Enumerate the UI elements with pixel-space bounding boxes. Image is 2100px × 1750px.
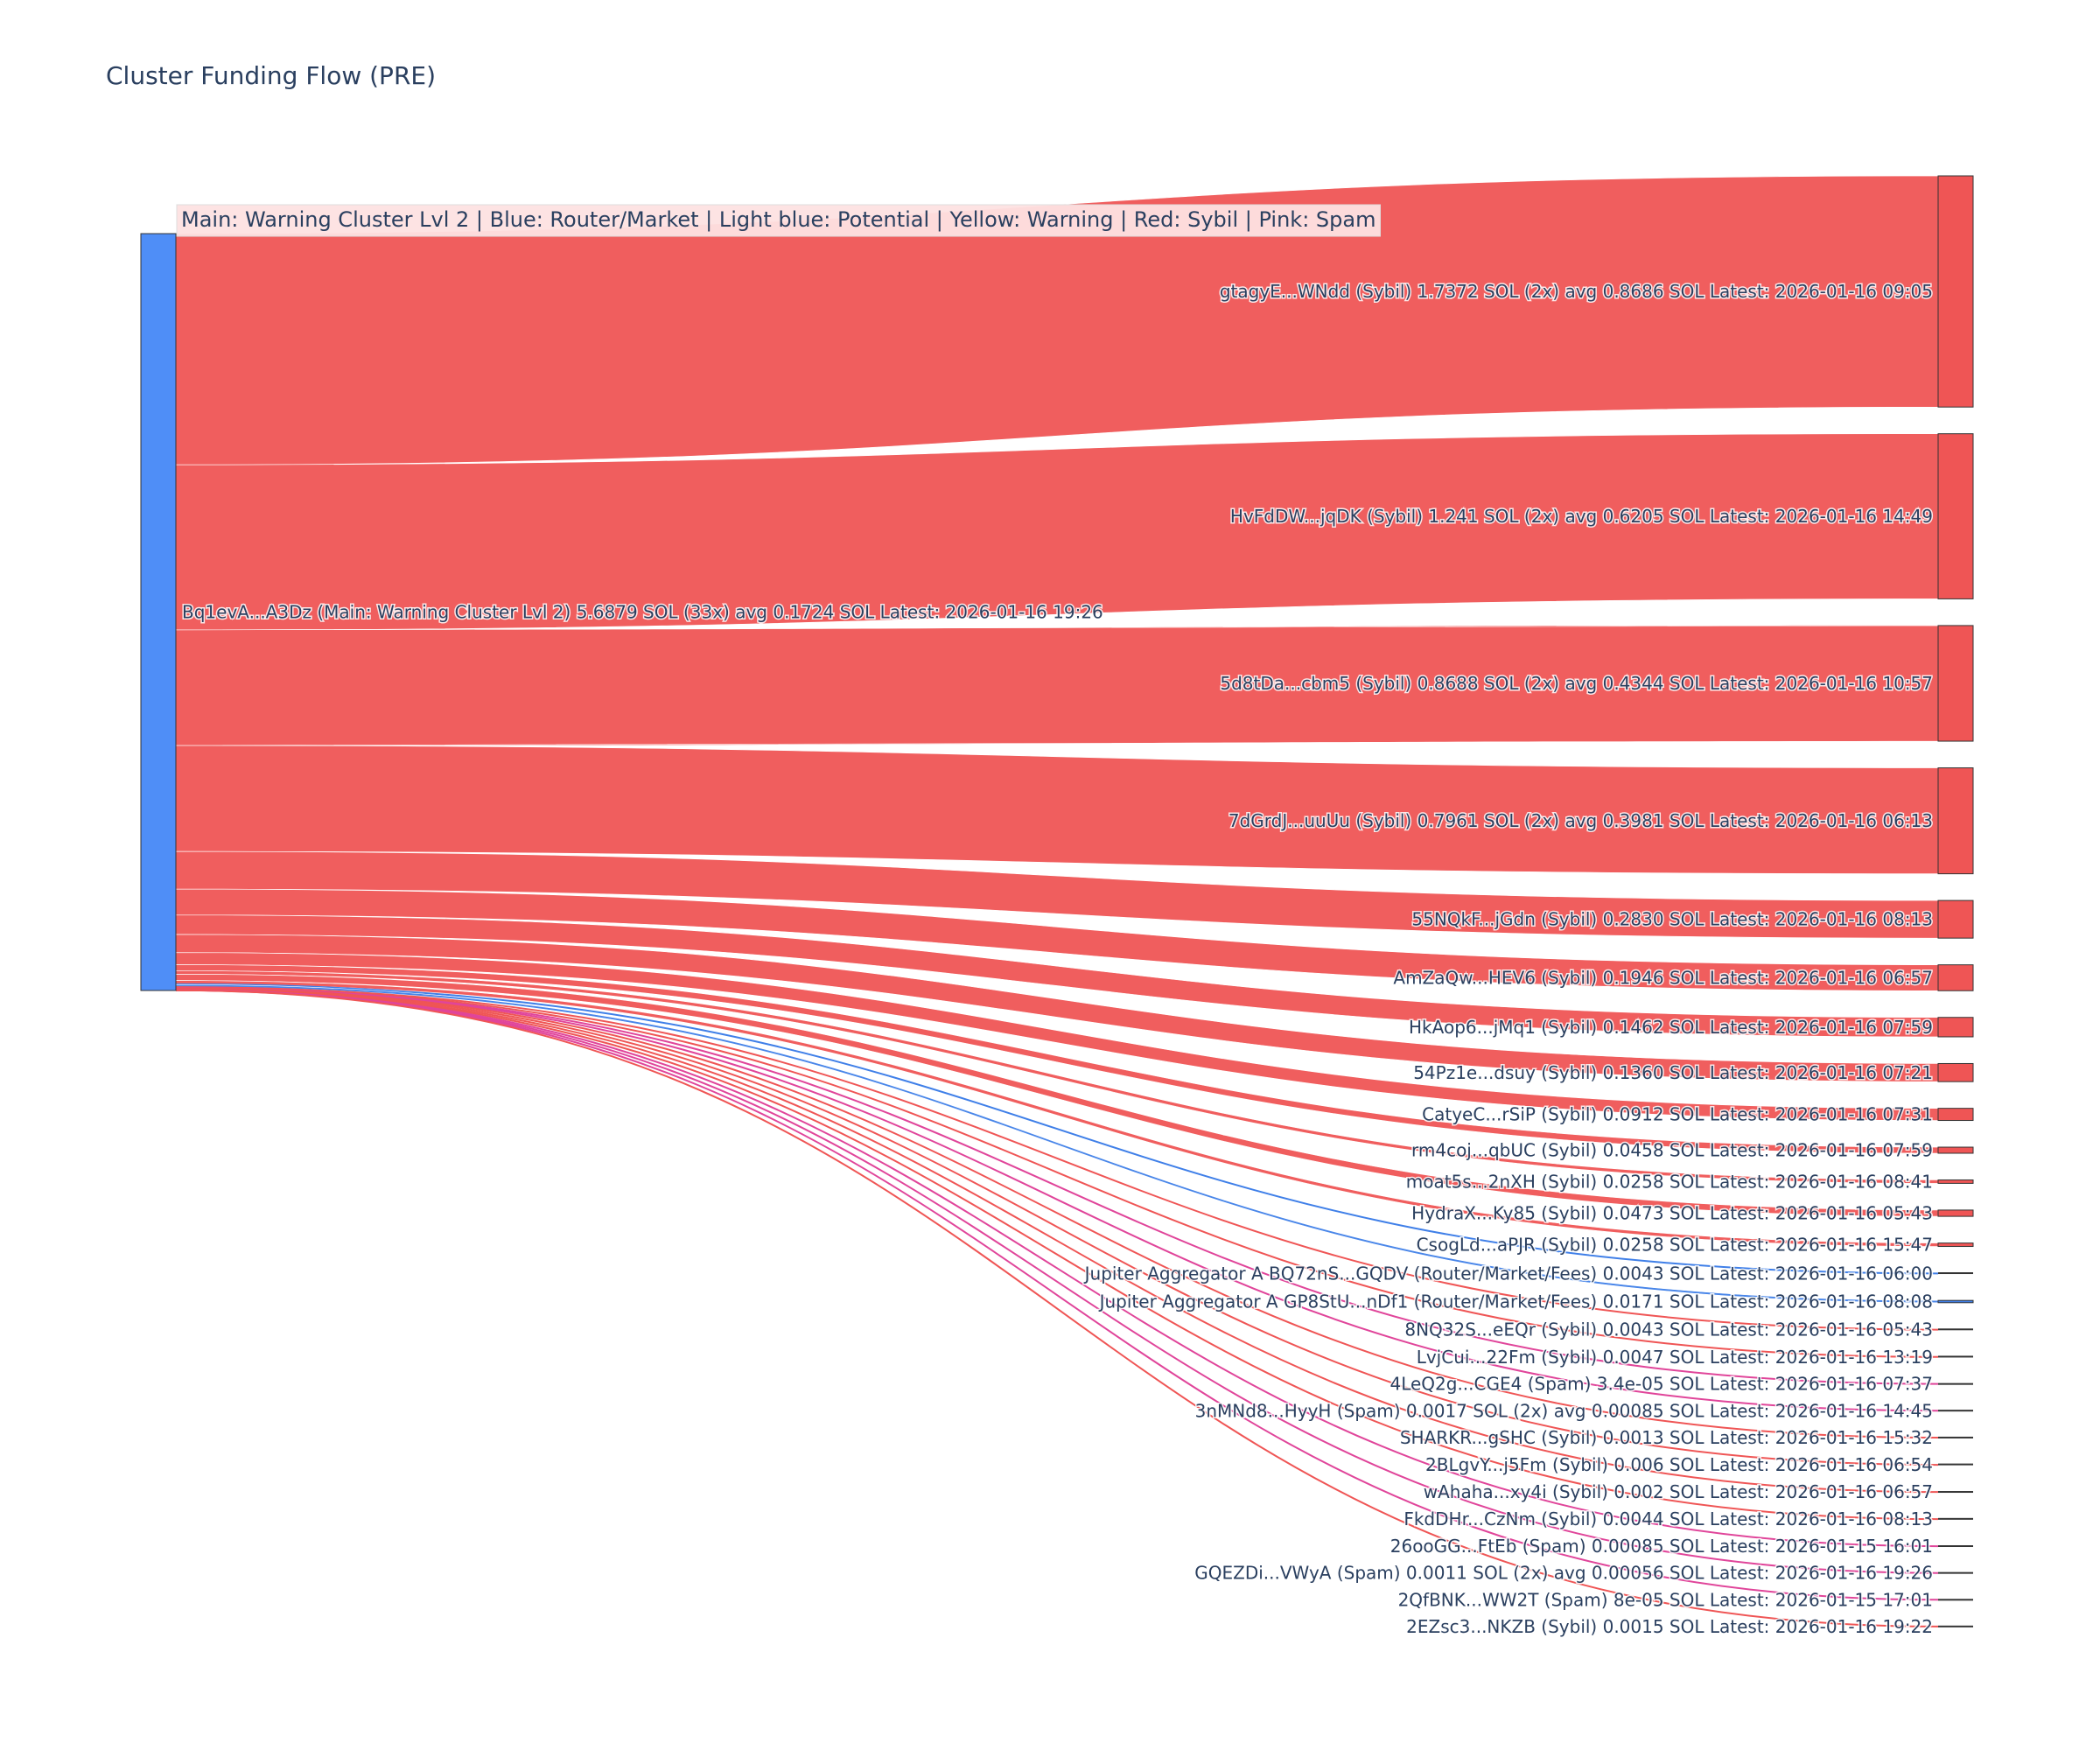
target-node-label: 7dGrdJ...uuUu (Sybil) 0.7961 SOL (2x) av…	[1228, 810, 1933, 831]
target-node-label: FkdDHr...CzNm (Sybil) 0.0044 SOL Latest:…	[1404, 1508, 1933, 1530]
target-node	[1938, 1410, 1973, 1412]
links-layer	[175, 175, 1939, 1628]
flow-link	[175, 987, 1939, 1385]
target-node	[1938, 1572, 1973, 1574]
flow-link	[175, 987, 1939, 1412]
target-node-label: HvFdDW...jqDK (Sybil) 1.241 SOL (2x) avg…	[1230, 506, 1933, 527]
target-node-label: SHARKR...gSHC (Sybil) 0.0013 SOL Latest:…	[1400, 1427, 1933, 1448]
target-node-label: 4LeQ2g...CGE4 (Spam) 3.4e-05 SOL Latest:…	[1390, 1374, 1933, 1395]
target-node-label: wAhaha...xy4i (Sybil) 0.002 SOL Latest: …	[1424, 1481, 1933, 1502]
target-node-label: Jupiter Aggregator A BQ72nS...GQDV (Rout…	[1083, 1263, 1933, 1284]
target-node	[1937, 964, 1974, 991]
target-node	[1938, 1599, 1973, 1601]
target-node	[1938, 1625, 1973, 1628]
target-node	[1937, 625, 1974, 742]
target-node-label: gtagyE...WNdd (Sybil) 1.7372 SOL (2x) av…	[1220, 281, 1933, 302]
target-node	[1938, 1463, 1973, 1466]
target-node	[1938, 1436, 1973, 1438]
target-node-label: CatyeC...rSiP (Sybil) 0.0912 SOL Latest:…	[1422, 1104, 1933, 1125]
nodes-layer	[140, 175, 1974, 1628]
target-node	[1937, 1108, 1974, 1122]
target-node-label: AmZaQw...HEV6 (Sybil) 0.1946 SOL Latest:…	[1393, 967, 1933, 988]
target-node-label: moat5s...2nXH (Sybil) 0.0258 SOL Latest:…	[1406, 1171, 1933, 1192]
target-node	[1937, 900, 1974, 939]
legend-background	[176, 204, 1381, 237]
target-node	[1937, 1242, 1974, 1248]
flow-link	[175, 987, 1939, 1439]
flow-link	[175, 989, 1939, 1628]
flow-link	[175, 986, 1939, 1358]
flow-link	[175, 989, 1939, 1601]
target-node-label: 54Pz1e...dsuy (Sybil) 0.1360 SOL Latest:…	[1413, 1062, 1933, 1083]
target-node	[1938, 1272, 1973, 1275]
target-node	[1937, 1062, 1974, 1082]
target-node-label: 55NQkF...jGdn (Sybil) 0.2830 SOL Latest:…	[1411, 909, 1933, 930]
flow-link	[175, 433, 1939, 631]
target-node-label: GQEZDi...VWyA (Spam) 0.0011 SOL (2x) avg…	[1194, 1563, 1933, 1584]
target-node	[1938, 1517, 1973, 1520]
labels-layer: Bq1evA...A3Dz (Main: Warning Cluster Lvl…	[181, 280, 1935, 1639]
target-node	[1937, 1146, 1974, 1154]
flow-link	[175, 989, 1939, 1521]
target-node	[1937, 1209, 1974, 1217]
target-node-label: rm4coj...qbUC (Sybil) 0.0458 SOL Latest:…	[1411, 1140, 1933, 1161]
target-node-label: HkAop6...jMq1 (Sybil) 0.1462 SOL Latest:…	[1409, 1017, 1933, 1038]
target-node	[1937, 175, 1974, 408]
target-node-label: CsogLd...aPJR (Sybil) 0.0258 SOL Latest:…	[1417, 1235, 1933, 1256]
target-node-label: LvjCui...22Fm (Sybil) 0.0047 SOL Latest:…	[1417, 1347, 1933, 1368]
target-node	[1938, 1545, 1973, 1548]
legend-text: Main: Warning Cluster Lvl 2 | Blue: Rout…	[181, 207, 1376, 232]
flow-link	[175, 989, 1939, 1548]
target-node-label: 2QfBNK...WW2T (Spam) 8e-05 SOL Latest: 2…	[1398, 1589, 1933, 1610]
legend: Main: Warning Cluster Lvl 2 | Blue: Rout…	[176, 204, 1381, 237]
chart-title: Cluster Funding Flow (PRE)	[106, 61, 437, 90]
target-node	[1937, 767, 1974, 875]
target-node	[1937, 1017, 1974, 1038]
target-node	[1937, 1179, 1974, 1184]
target-node-label: 8NQ32S...eEQr (Sybil) 0.0043 SOL Latest:…	[1404, 1320, 1933, 1340]
target-node	[1937, 433, 1974, 599]
target-node-label: HydraX...Ky85 (Sybil) 0.0473 SOL Latest:…	[1411, 1203, 1933, 1224]
target-node	[1938, 1328, 1973, 1331]
flow-link	[175, 988, 1939, 1494]
target-node-label: 2EZsc3...NKZB (Sybil) 0.0015 SOL Latest:…	[1406, 1616, 1933, 1637]
target-node-label: Jupiter Aggregator A GP8StU...nDf1 (Rout…	[1098, 1291, 1933, 1312]
target-node-label: 3nMNd8...HyyH (Spam) 0.0017 SOL (2x) avg…	[1195, 1400, 1933, 1421]
target-node	[1938, 1382, 1973, 1385]
flow-link	[175, 983, 1939, 1275]
source-node	[140, 233, 177, 991]
source-node-label: Bq1evA...A3Dz (Main: Warning Cluster Lvl…	[182, 602, 1103, 623]
target-node-label: 2BLgvY...j5Fm (Sybil) 0.006 SOL Latest: …	[1425, 1454, 1933, 1475]
target-node-label: 26ooGG...FtEb (Spam) 0.00085 SOL Latest:…	[1390, 1536, 1933, 1557]
target-node	[1938, 1491, 1973, 1494]
target-node	[1937, 1299, 1974, 1304]
flow-link	[175, 988, 1939, 1466]
target-node	[1938, 1355, 1973, 1358]
flow-link	[175, 989, 1939, 1574]
flow-link	[175, 986, 1939, 1331]
target-node-label: 5d8tDa...cbm5 (Sybil) 0.8688 SOL (2x) av…	[1220, 673, 1933, 694]
